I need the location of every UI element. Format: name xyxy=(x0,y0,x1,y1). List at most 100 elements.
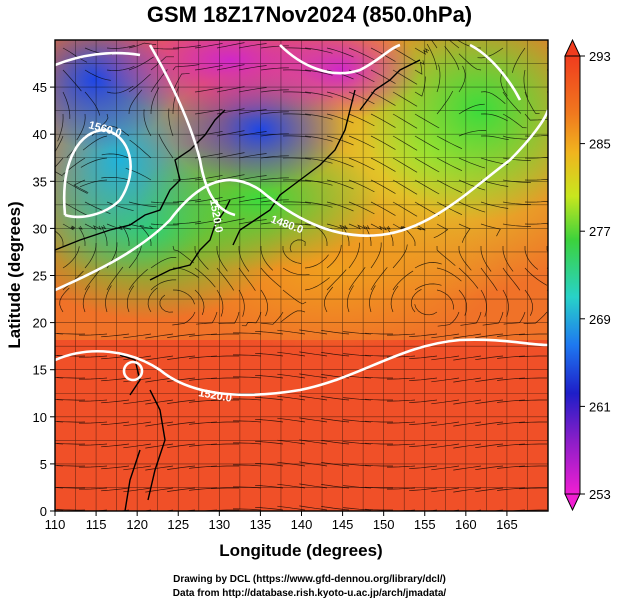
x-axis-label: Longitude (degrees) xyxy=(219,541,382,560)
streamline xyxy=(524,134,548,137)
streamline xyxy=(364,420,393,423)
streamline xyxy=(172,177,201,181)
x-tick-label: 160 xyxy=(455,517,477,532)
streamline xyxy=(458,201,486,213)
y-tick-label: 35 xyxy=(33,174,47,189)
x-axis: 110 115 120 125 130 135 140 145 150 155 160 165 xyxy=(45,511,518,532)
streamline xyxy=(414,262,442,269)
streamline xyxy=(282,223,311,226)
streamline xyxy=(167,443,196,448)
streamline xyxy=(233,486,262,489)
streamline xyxy=(414,223,426,231)
streamline xyxy=(480,91,506,104)
streamline xyxy=(458,103,485,115)
streamline xyxy=(431,465,460,471)
streamline xyxy=(431,421,460,427)
streamline xyxy=(326,113,354,124)
streamline xyxy=(409,443,438,448)
streamline xyxy=(282,179,311,182)
streamline xyxy=(343,485,372,489)
streamline xyxy=(343,331,372,335)
streamline xyxy=(233,508,262,511)
streamline xyxy=(518,465,547,468)
streamline xyxy=(326,47,354,58)
streamline xyxy=(390,285,399,313)
streamline xyxy=(480,201,509,209)
streamline xyxy=(475,487,504,493)
streamline xyxy=(55,157,64,177)
streamline xyxy=(128,243,142,269)
streamline xyxy=(458,157,486,169)
streamline xyxy=(426,43,438,71)
streamline xyxy=(458,289,468,316)
streamline xyxy=(145,421,174,427)
page-title: GSM 18Z17Nov2024 (850.0hPa) xyxy=(146,2,473,27)
streamline xyxy=(277,505,306,511)
x-tick-label: 115 xyxy=(86,517,107,532)
streamline xyxy=(524,267,548,286)
streamline xyxy=(497,377,526,381)
streamline xyxy=(326,223,348,230)
streamline xyxy=(502,135,531,140)
streamline xyxy=(56,421,86,423)
streamline xyxy=(524,178,548,181)
streamline xyxy=(101,176,130,181)
streamline xyxy=(189,487,218,491)
streamline xyxy=(282,91,311,94)
streamline xyxy=(260,89,289,93)
streamline xyxy=(189,465,218,469)
y-tick-label: 5 xyxy=(40,457,47,472)
streamline xyxy=(370,267,388,291)
streamline xyxy=(106,65,135,71)
streamline xyxy=(364,508,393,511)
streamline xyxy=(299,329,328,335)
streamline xyxy=(524,222,548,225)
streamline xyxy=(392,223,405,231)
y-axis-label: Latitude (degrees) xyxy=(5,201,24,348)
streamline xyxy=(260,267,282,288)
streamline xyxy=(210,421,239,424)
streamline xyxy=(216,42,245,49)
streamline xyxy=(458,179,486,191)
streamline xyxy=(56,487,86,489)
streamline xyxy=(84,201,111,215)
streamline xyxy=(370,242,382,269)
streamline xyxy=(101,399,130,404)
streamline xyxy=(502,201,531,205)
streamline xyxy=(282,135,311,138)
x-tick-label: 110 xyxy=(45,517,66,532)
streamline xyxy=(123,333,152,339)
streamline xyxy=(189,399,218,403)
streamline xyxy=(321,396,350,401)
streamline xyxy=(158,133,174,159)
streamline xyxy=(387,399,416,402)
streamline xyxy=(101,153,130,159)
streamline xyxy=(168,108,174,137)
streamline xyxy=(475,443,504,449)
streamline xyxy=(348,201,375,215)
streamline xyxy=(189,355,218,359)
streamline xyxy=(255,418,284,423)
streamline xyxy=(392,179,418,195)
streamline xyxy=(56,443,86,445)
streamline xyxy=(431,487,460,493)
y-tick-label: 25 xyxy=(33,269,47,284)
streamline xyxy=(139,224,152,246)
streamline xyxy=(216,130,245,137)
streamline xyxy=(126,285,135,313)
streamline xyxy=(321,440,350,445)
streamline xyxy=(260,155,289,159)
streamline xyxy=(512,47,526,73)
colorbar: 293 285 277 269 261 253 xyxy=(564,38,611,512)
streamline xyxy=(216,86,245,93)
streamline xyxy=(57,113,64,142)
streamline xyxy=(106,201,134,212)
streamline xyxy=(101,377,130,382)
streamline xyxy=(387,377,416,380)
x-tick-label: 125 xyxy=(167,517,189,532)
streamline xyxy=(277,483,306,489)
streamline xyxy=(172,86,180,115)
streamline xyxy=(277,373,306,379)
streamline xyxy=(277,439,306,445)
streamline xyxy=(210,377,239,380)
